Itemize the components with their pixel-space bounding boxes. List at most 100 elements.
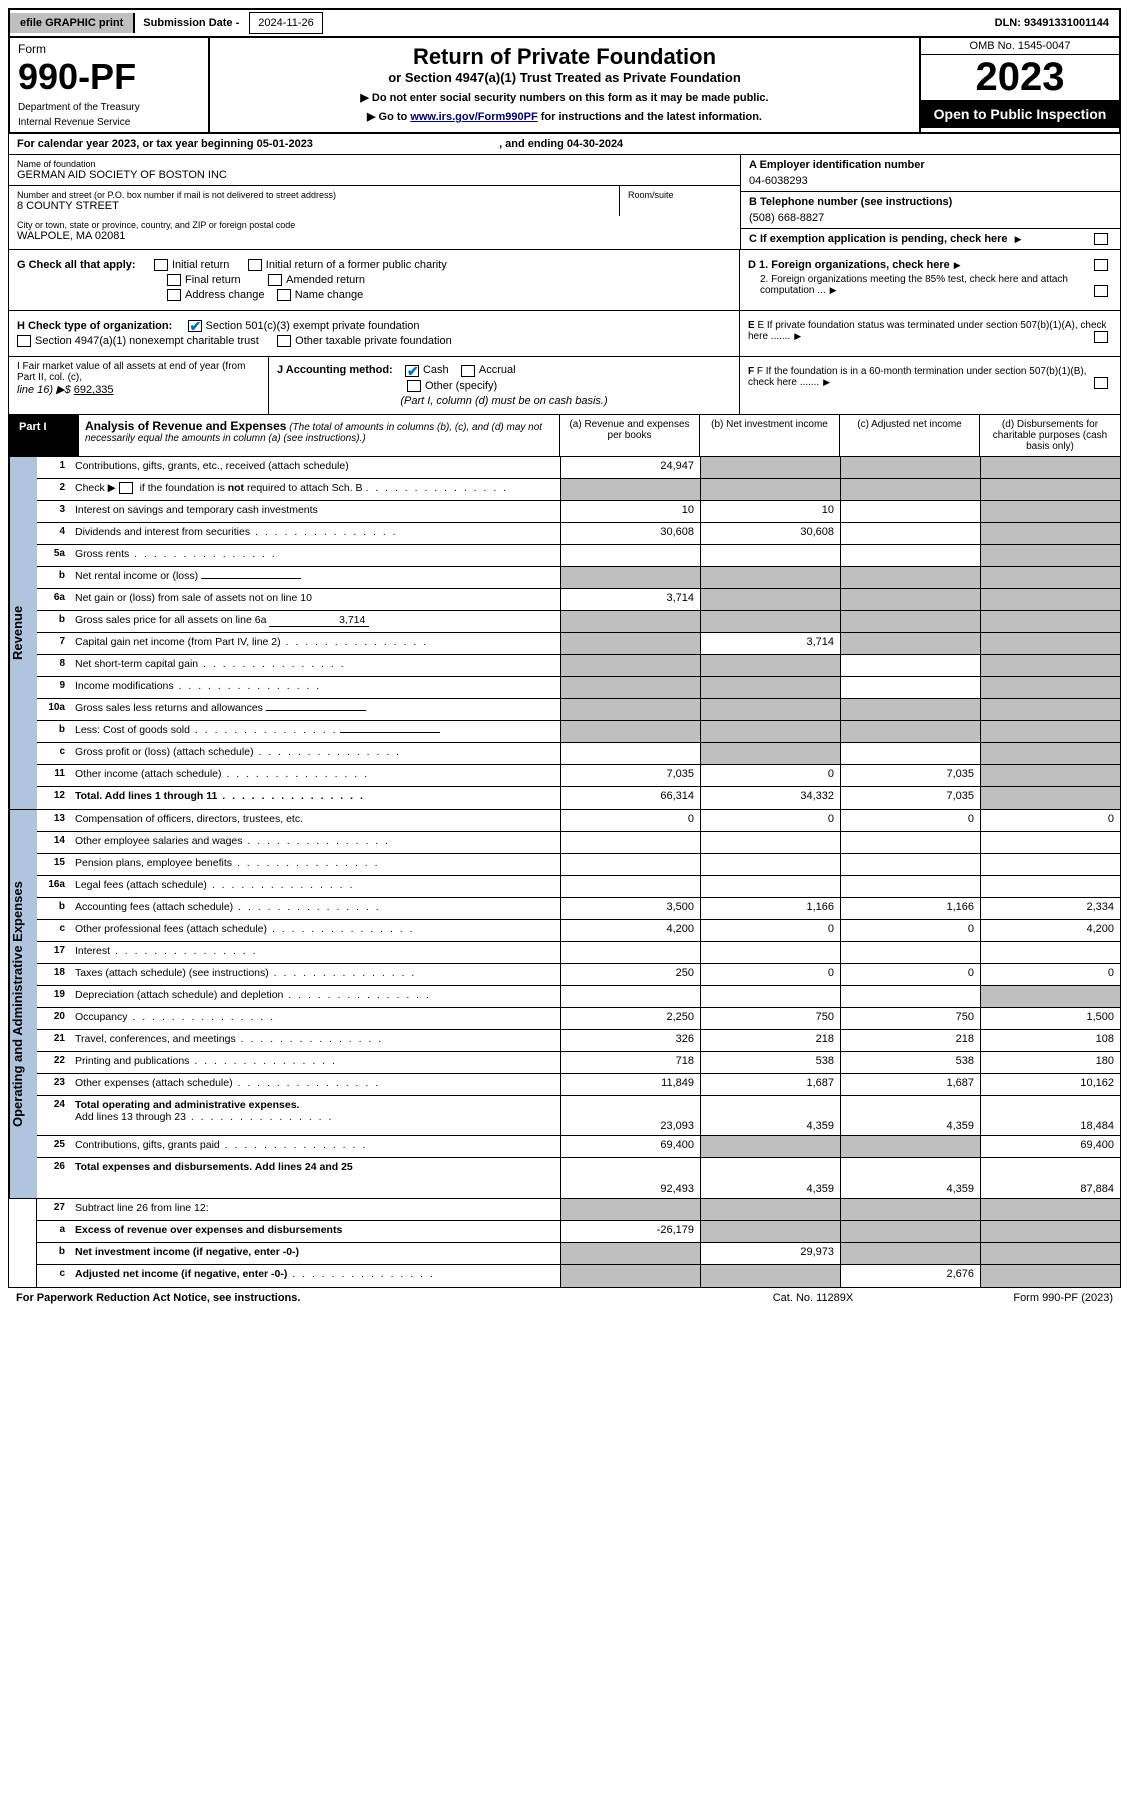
name-row: Name of foundation GERMAN AID SOCIETY OF… [9, 155, 740, 186]
paperwork-notice: For Paperwork Reduction Act Notice, see … [16, 1292, 713, 1304]
arrow-icon [830, 285, 837, 296]
form-header-center: Return of Private Foundation or Section … [210, 38, 919, 132]
foundation-info: Name of foundation GERMAN AID SOCIETY OF… [8, 155, 1121, 250]
fmv-value: 692,335 [74, 384, 114, 396]
other-method-checkbox[interactable] [407, 380, 421, 392]
cash-checkbox[interactable] [405, 365, 419, 377]
h-label: H Check type of organization: [17, 320, 172, 332]
final-return-label: Final return [185, 274, 241, 286]
table-row: 11Other income (attach schedule)7,03507,… [37, 765, 1120, 787]
4947-checkbox[interactable] [17, 335, 31, 347]
form-header-left: Form 990-PF Department of the Treasury I… [10, 38, 210, 132]
final-return-checkbox[interactable] [167, 274, 181, 286]
c-checkbox[interactable] [1094, 233, 1108, 245]
c-label: C If exemption application is pending, c… [749, 233, 1008, 245]
goto-prefix: ▶ Go to [367, 111, 410, 123]
arrow-icon [1015, 233, 1022, 245]
col-c-header: (c) Adjusted net income [840, 415, 980, 456]
table-row: 25Contributions, gifts, grants paid69,40… [37, 1136, 1120, 1158]
initial-return-label: Initial return [172, 259, 229, 271]
submission-label: Submission Date - [135, 13, 247, 33]
f-checkbox[interactable] [1094, 377, 1108, 389]
ein-label: A Employer identification number [749, 159, 1112, 171]
g-section: G Check all that apply: Initial return I… [9, 250, 740, 310]
table-row: bLess: Cost of goods sold [37, 721, 1120, 743]
room-label: Room/suite [628, 190, 732, 200]
j-label: J Accounting method: [277, 364, 393, 376]
info-right: A Employer identification number 04-6038… [740, 155, 1120, 249]
initial-return-former-checkbox[interactable] [248, 259, 262, 271]
table-row: 14Other employee salaries and wages [37, 832, 1120, 854]
table-row: 10aGross sales less returns and allowanc… [37, 699, 1120, 721]
other-taxable-checkbox[interactable] [277, 335, 291, 347]
c-row: C If exemption application is pending, c… [741, 229, 1120, 249]
i-label: I Fair market value of all assets at end… [17, 361, 260, 383]
i-line: line 16) ▶$ [17, 384, 71, 396]
address-row: Number and street (or P.O. box number if… [9, 186, 740, 216]
part1-header: Part I Analysis of Revenue and Expenses … [8, 415, 1121, 457]
dept-treasury: Department of the Treasury [18, 102, 200, 113]
cal-begin: 05-01-2023 [257, 138, 313, 150]
accrual-label: Accrual [479, 364, 516, 376]
cal-c: , and ending [499, 138, 567, 150]
table-row: cAdjusted net income (if negative, enter… [37, 1265, 1120, 1287]
cash-label: Cash [423, 364, 449, 376]
topbar: efile GRAPHIC print Submission Date - 20… [8, 8, 1121, 38]
501c3-label: Section 501(c)(3) exempt private foundat… [206, 320, 420, 332]
accrual-checkbox[interactable] [461, 365, 475, 377]
arrow-icon [823, 377, 830, 388]
amended-return-checkbox[interactable] [268, 274, 282, 286]
d2-label: 2. Foreign organizations meeting the 85%… [760, 274, 1068, 296]
e-label: E If private foundation status was termi… [748, 320, 1107, 342]
efile-print-button[interactable]: efile GRAPHIC print [10, 13, 135, 33]
calendar-year-row: For calendar year 2023, or tax year begi… [8, 134, 1121, 155]
table-row: 16aLegal fees (attach schedule) [37, 876, 1120, 898]
table-row: 23Other expenses (attach schedule)11,849… [37, 1074, 1120, 1096]
table-row: 12Total. Add lines 1 through 1166,31434,… [37, 787, 1120, 809]
schb-checkbox[interactable] [119, 482, 133, 494]
arrow-icon [794, 331, 801, 342]
table-row: 4Dividends and interest from securities3… [37, 523, 1120, 545]
table-row: 6aNet gain or (loss) from sale of assets… [37, 589, 1120, 611]
g-label: G Check all that apply: [17, 259, 136, 271]
other-method-label: Other (specify) [425, 380, 497, 392]
name-change-label: Name change [295, 289, 364, 301]
d1-label: D 1. Foreign organizations, check here [748, 259, 950, 271]
foundation-name: GERMAN AID SOCIETY OF BOSTON INC [17, 169, 732, 181]
table-row: 22Printing and publications718538538180 [37, 1052, 1120, 1074]
form-page: efile GRAPHIC print Submission Date - 20… [0, 0, 1129, 1316]
501c3-checkbox[interactable] [188, 320, 202, 332]
revenue-section: Revenue 1Contributions, gifts, grants, e… [8, 457, 1121, 810]
info-left: Name of foundation GERMAN AID SOCIETY OF… [9, 155, 740, 249]
address-change-checkbox[interactable] [167, 289, 181, 301]
table-row: 18Taxes (attach schedule) (see instructi… [37, 964, 1120, 986]
name-change-checkbox[interactable] [277, 289, 291, 301]
revenue-vlabel: Revenue [9, 457, 37, 809]
part1-label: Part I [9, 415, 79, 456]
d2-checkbox[interactable] [1094, 285, 1108, 297]
table-row: bNet rental income or (loss) [37, 567, 1120, 589]
table-row: bGross sales price for all assets on lin… [37, 611, 1120, 633]
other-taxable-label: Other taxable private foundation [295, 335, 452, 347]
tel-label: B Telephone number (see instructions) [749, 196, 1112, 208]
table-row: 27Subtract line 26 from line 12: [37, 1199, 1120, 1221]
table-row: 19Depreciation (attach schedule) and dep… [37, 986, 1120, 1008]
expenses-section: Operating and Administrative Expenses 13… [8, 810, 1121, 1199]
irs-link[interactable]: www.irs.gov/Form990PF [410, 111, 537, 123]
e-checkbox[interactable] [1094, 331, 1108, 343]
ein-value: 04-6038293 [749, 175, 1112, 187]
arrow-icon [954, 259, 961, 271]
addr-label: Number and street (or P.O. box number if… [17, 190, 611, 200]
table-row: 2Check ▶ if the foundation is not requir… [37, 479, 1120, 501]
open-inspection: Open to Public Inspection [921, 100, 1119, 128]
street-address: 8 COUNTY STREET [17, 200, 611, 212]
check-area: G Check all that apply: Initial return I… [8, 250, 1121, 415]
table-row: 15Pension plans, employee benefits [37, 854, 1120, 876]
initial-return-checkbox[interactable] [154, 259, 168, 271]
table-row: bNet investment income (if negative, ent… [37, 1243, 1120, 1265]
form-ref: Form 990-PF (2023) [913, 1292, 1113, 1304]
col-b-header: (b) Net investment income [700, 415, 840, 456]
form-note-goto: ▶ Go to www.irs.gov/Form990PF for instru… [216, 110, 913, 123]
form-note-ssn: ▶ Do not enter social security numbers o… [216, 91, 913, 104]
d1-checkbox[interactable] [1094, 259, 1108, 271]
